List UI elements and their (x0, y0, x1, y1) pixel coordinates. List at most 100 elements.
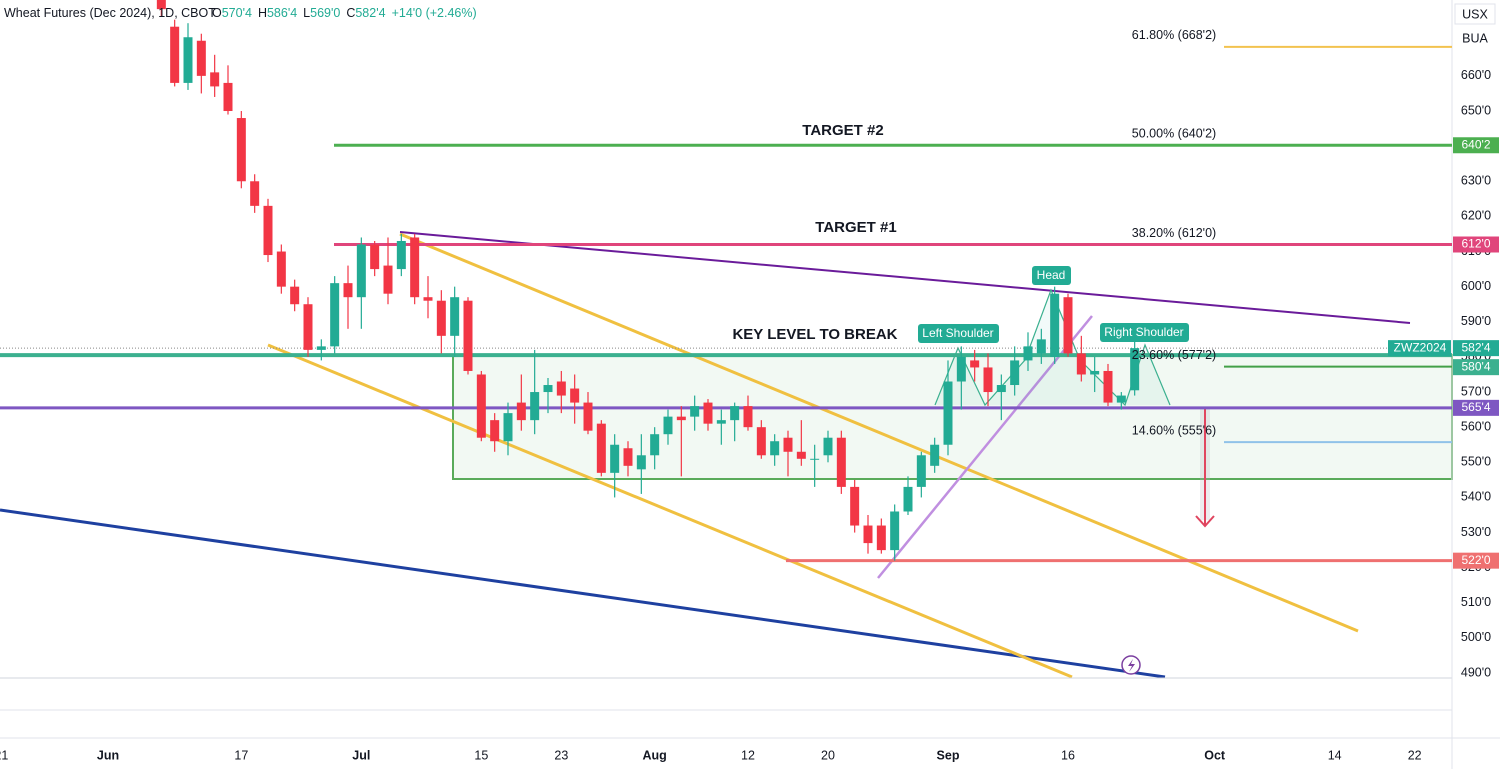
y-tick-label: 540'0 (1461, 490, 1491, 504)
ohlc-value: 570'4 (222, 6, 252, 20)
x-tick-label: 22 (1408, 748, 1422, 762)
candle-body (743, 406, 753, 428)
candle-body (343, 283, 353, 298)
candle-body (1050, 293, 1060, 357)
badge: BUA (1462, 31, 1488, 45)
candle-body (583, 402, 593, 431)
price-tag-label: 580'4 (1462, 359, 1491, 373)
candle-body (610, 444, 620, 473)
candle-body (1103, 370, 1113, 403)
candle-body (730, 406, 740, 421)
ohlc-value: 582'4 (355, 6, 385, 20)
y-tick-label: 590'0 (1461, 314, 1491, 328)
candle-body (383, 265, 393, 294)
candle-body (450, 297, 460, 336)
candle-body (676, 416, 686, 421)
candle-body (956, 356, 966, 382)
candle-body (650, 434, 660, 456)
price-tag-label: 522'0 (1462, 553, 1491, 567)
chart-title: Wheat Futures (Dec 2024), 1D, CBOT (4, 6, 216, 20)
candle-body (996, 385, 1006, 393)
currency-box[interactable] (1454, 3, 1496, 25)
candle-body (463, 300, 473, 371)
candle-body (1063, 297, 1073, 354)
labels: Wheat Futures (Dec 2024), 1D, CBOT O570'… (0, 3, 1499, 762)
symbol-tag-label: ZWZ2024 (1394, 340, 1447, 354)
candle-body (250, 181, 260, 206)
trend-line (877, 315, 1093, 579)
candle-body (316, 346, 326, 350)
x-tick-label: 23 (554, 748, 568, 762)
price-tag (1453, 359, 1499, 376)
candle-body (596, 423, 606, 473)
y-tick-label: 530'0 (1461, 525, 1491, 539)
x-tick-label: Jun (97, 748, 119, 762)
ohlc-value: 569'0 (310, 6, 340, 20)
symbol-tag (1388, 340, 1451, 357)
fib-label: 50.00% (640'2) (1132, 127, 1216, 141)
candle-body (1076, 353, 1086, 375)
candle-body (770, 441, 780, 456)
candle-body (836, 437, 846, 487)
pattern-label: Head (1037, 268, 1066, 282)
price-tag-label: 612'0 (1462, 237, 1491, 251)
candle-body (930, 444, 940, 466)
candle-body (783, 437, 793, 452)
candle-body (823, 437, 833, 456)
candle-body (1116, 395, 1126, 403)
trend-line (399, 231, 1411, 324)
candle-body (543, 385, 553, 393)
price-tag (1453, 137, 1499, 154)
x-tick-label: 12 (741, 748, 755, 762)
y-tick-label: 600'0 (1461, 279, 1491, 293)
candle-body (503, 413, 513, 442)
y-tick-label: 550'0 (1461, 455, 1491, 469)
candle-body (170, 26, 180, 83)
candle-body (396, 240, 406, 270)
candle-body (810, 458, 820, 460)
candle-body (943, 381, 953, 445)
price-tag-label: 565'4 (1462, 400, 1491, 414)
candle-body (970, 360, 980, 368)
x-tick-label: Jul (352, 748, 370, 762)
pattern-label: Right Shoulder (1104, 325, 1183, 339)
candle-body (210, 72, 220, 87)
candle-body (263, 205, 273, 256)
candle-body (1090, 370, 1100, 375)
annotation: TARGET #1 (815, 219, 896, 236)
candle-body (623, 448, 633, 466)
candle-body (410, 237, 420, 298)
y-tick-label: 620'0 (1461, 209, 1491, 223)
fib-label: 38.20% (612'0) (1132, 226, 1216, 240)
candle-body (356, 244, 366, 298)
candle-body (556, 381, 566, 396)
x-tick-label: Aug (643, 748, 667, 762)
candle-body (223, 82, 233, 112)
y-tick-label: 650'0 (1461, 103, 1491, 117)
candle-body (703, 402, 713, 424)
candle-body (436, 300, 446, 336)
candle-body (490, 420, 500, 442)
pattern-label: Left Shoulder (922, 326, 993, 340)
annotation: KEY LEVEL TO BREAK (732, 326, 897, 343)
event-icon-bolt (1128, 659, 1135, 672)
currency: USX (1462, 7, 1488, 21)
fib-label: 61.80% (668'2) (1132, 28, 1216, 42)
price-tag-label: 582'4 (1462, 340, 1491, 354)
candle-body (236, 118, 246, 182)
label-box (918, 324, 999, 343)
candle-body (796, 451, 806, 459)
y-tick-label: 560'0 (1461, 419, 1491, 433)
candle-body (863, 525, 873, 544)
candle-body (983, 367, 993, 393)
y-tick-label: 630'0 (1461, 174, 1491, 188)
candle-body (1130, 348, 1140, 391)
header: Wheat Futures (Dec 2024), 1D, CBOT (4, 6, 216, 20)
candle-body (850, 486, 860, 526)
arrow-head (1195, 515, 1215, 528)
x-tick-label: 21 (0, 748, 8, 762)
candle-body (903, 486, 913, 512)
marks (156, 0, 1140, 561)
price-tag (1453, 552, 1499, 569)
